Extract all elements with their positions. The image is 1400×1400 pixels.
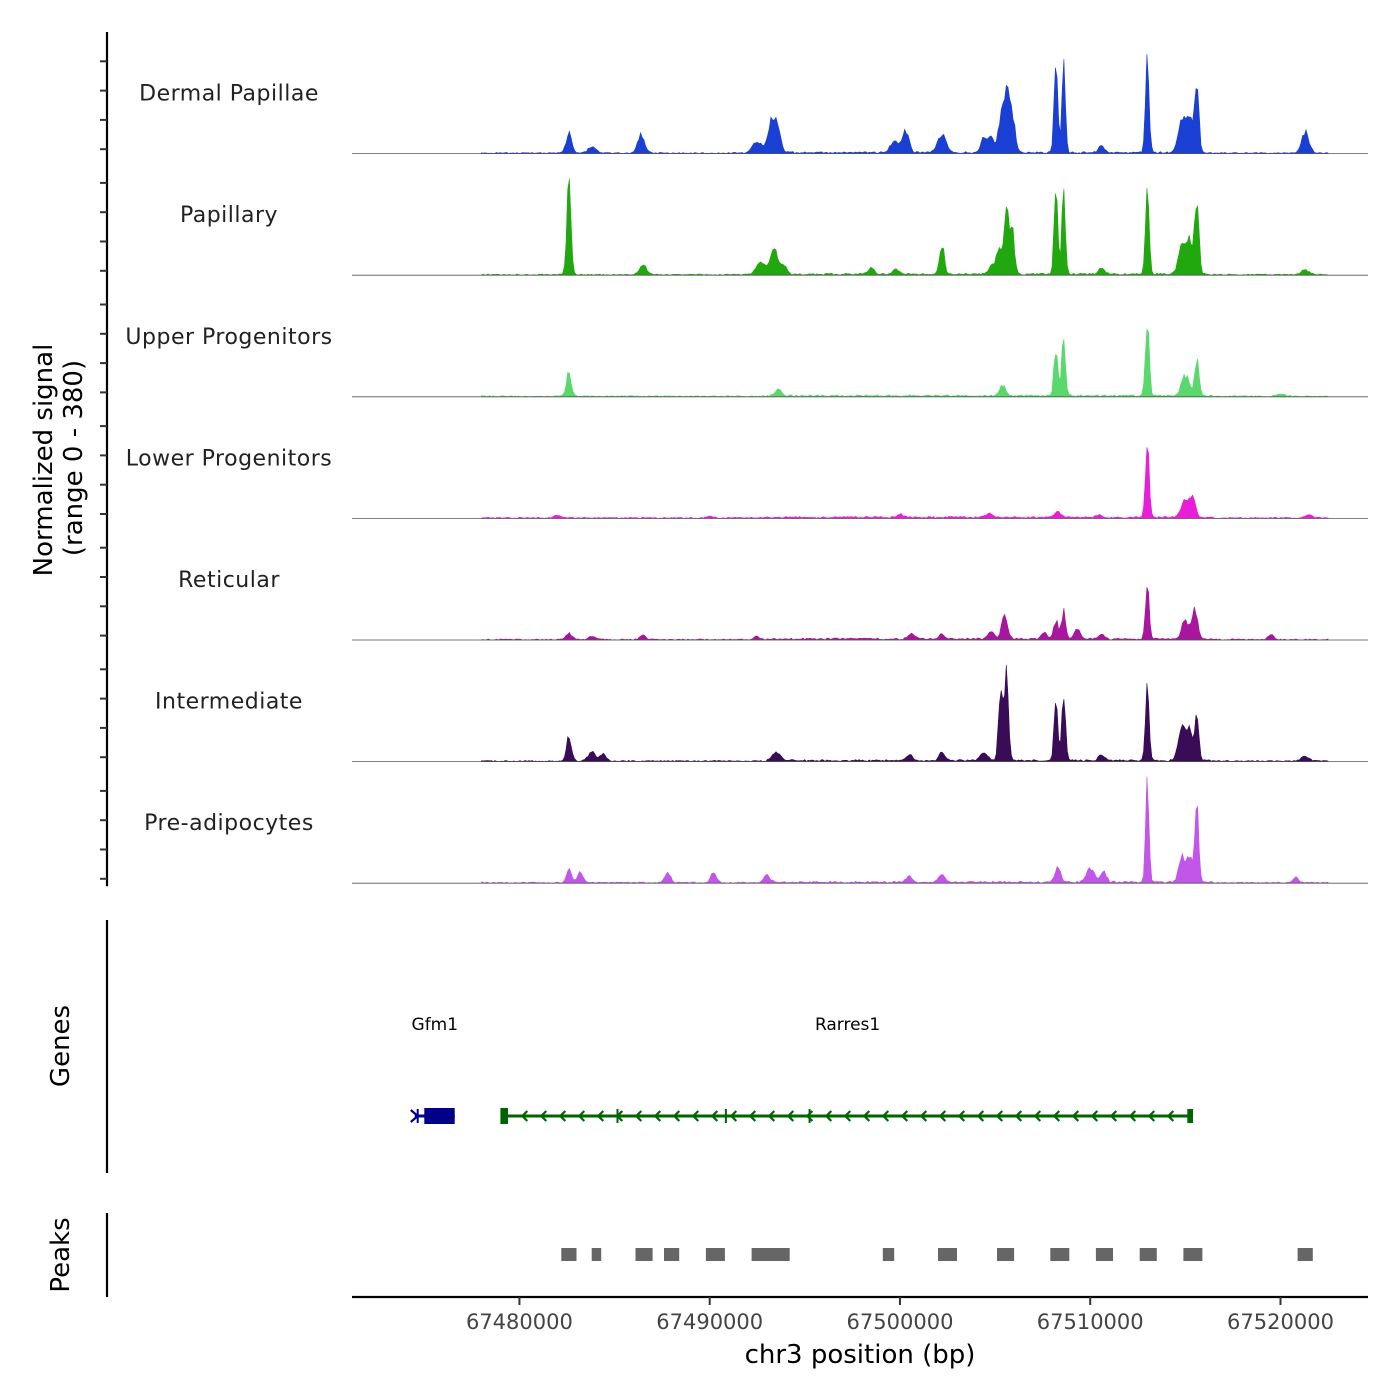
peak-region [1139,1248,1157,1261]
track-label-dermal-papillae: Dermal Papillae [139,82,319,107]
gene-exon [808,1109,811,1123]
strand-arrow [1014,1110,1023,1122]
signal-area-reticular [481,587,1329,641]
track-label-lower-progenitors: Lower Progenitors [126,446,332,471]
strand-arrow [1090,1110,1099,1122]
peak-region [1297,1248,1313,1261]
track-reticular: Reticular [178,568,1368,641]
strand-arrow [1071,1110,1080,1122]
peak-region [751,1248,790,1261]
gene-exon [500,1108,508,1124]
genes-panel: Gfm1 Rarres1 [105,920,1193,1173]
x-tick-label: 67500000 [847,1310,954,1334]
strand-arrow [653,1110,662,1122]
strand-arrow [786,1110,795,1122]
strand-arrow [520,1110,529,1122]
peak-region [591,1248,602,1261]
peak-region [705,1248,725,1261]
strand-arrow [577,1110,586,1122]
track-lower-progenitors: Lower Progenitors [126,446,1368,519]
strand-arrow [1128,1110,1137,1122]
x-tick-label: 67490000 [656,1310,763,1334]
strand-arrow [900,1110,909,1122]
strand-arrow [539,1110,548,1122]
strand-arrow [748,1110,757,1122]
track-papillary: Papillary [180,179,1368,276]
gene-gfm1: Gfm1 [410,1015,459,1124]
peaks-panel-label: Peaks [46,1217,76,1292]
strand-arrow [710,1110,719,1122]
signal-area-pre-adipocytes [481,776,1329,884]
strand-arrow [824,1110,833,1122]
signal-area-dermal-papillae [481,54,1329,154]
signal-area-lower-progenitors [481,447,1329,519]
strand-arrow [596,1110,605,1122]
strand-arrow [410,1109,420,1123]
strand-arrow [691,1110,700,1122]
y-axis-title-line1: Normalized signal [29,344,59,577]
x-tick-label: 67510000 [1037,1310,1144,1334]
strand-arrow [862,1110,871,1122]
track-pre-adipocytes: Pre-adipocytes [144,776,1368,884]
peak-region [997,1248,1015,1261]
gene-exon [1187,1109,1193,1123]
signal-area-upper-progenitors [481,328,1329,398]
peak-region [1050,1248,1070,1261]
strand-arrow [1052,1110,1061,1122]
genes-panel-label: Genes [46,1005,76,1087]
track-upper-progenitors: Upper Progenitors [125,325,1368,398]
strand-arrow [805,1110,814,1122]
track-label-intermediate: Intermediate [155,690,303,715]
track-intermediate: Intermediate [155,664,1368,762]
y-axis-title-line2: (range 0 - 380) [59,360,89,556]
gene-exon [424,1108,455,1124]
track-dermal-papillae: Dermal Papillae [139,54,1368,155]
track-label-pre-adipocytes: Pre-adipocytes [144,811,314,836]
peak-region [1095,1248,1113,1261]
x-axis: 67480000 67490000 67500000 67510000 67520000 [352,1295,1368,1334]
strand-arrow [1166,1110,1175,1122]
gene-rarres1: Rarres1 [500,1015,1193,1124]
peak-region [664,1248,680,1261]
strand-arrow [995,1110,1004,1122]
strand-arrow [767,1110,776,1122]
signal-tracks: Dermal Papillae Papillary Upper Progenitor… [125,54,1368,884]
signal-area-intermediate [481,664,1329,762]
strand-arrow [729,1110,738,1122]
gene-exon [616,1109,619,1123]
track-label-papillary: Papillary [180,203,278,228]
track-label-reticular: Reticular [178,568,280,593]
peak-region [1183,1248,1203,1261]
gene-label-rarres1: Rarres1 [815,1015,880,1035]
strand-arrow [1033,1110,1042,1122]
strand-arrow [976,1110,985,1122]
peak-region [561,1248,577,1261]
peak-region [938,1248,957,1261]
strand-arrow [558,1110,567,1122]
strand-arrow [881,1110,890,1122]
x-tick-label: 67520000 [1227,1310,1334,1334]
peak-region [635,1248,653,1261]
strand-arrow [843,1110,852,1122]
signal-y-axis [100,32,109,887]
signal-area-papillary [481,179,1329,276]
strand-arrow [957,1110,966,1122]
strand-arrow [634,1110,643,1122]
gene-exon [724,1109,727,1123]
track-label-upper-progenitors: Upper Progenitors [125,325,332,350]
strand-arrow [919,1110,928,1122]
gene-label-gfm1: Gfm1 [412,1015,459,1035]
x-tick-label: 67480000 [466,1310,573,1334]
peak-region [882,1248,895,1261]
strand-arrow [938,1110,947,1122]
strand-arrow [1109,1110,1118,1122]
strand-arrow [672,1110,681,1122]
peaks-panel [105,1213,1313,1297]
strand-arrow [1147,1110,1156,1122]
x-axis-title: chr3 position (bp) [745,1340,976,1370]
